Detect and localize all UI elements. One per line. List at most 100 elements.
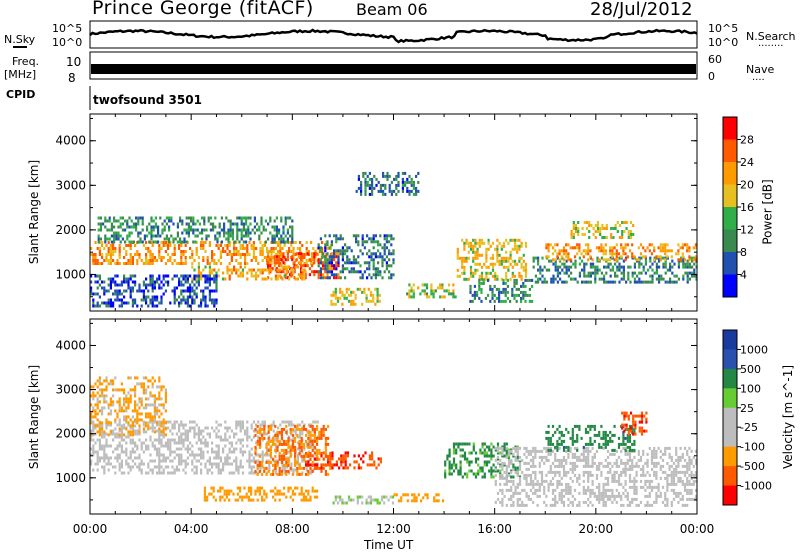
power-cell: [335, 234, 338, 238]
power-cell: [92, 292, 95, 296]
velocity-cell: [300, 498, 303, 502]
velocity-cell: [316, 489, 319, 493]
velocity-cell: [211, 462, 214, 466]
power-cell: [158, 274, 161, 278]
velocity-cell: [532, 464, 535, 468]
power-cell: [496, 274, 499, 278]
power-cell: [346, 255, 349, 259]
power-cell: [141, 219, 144, 223]
power-cell: [169, 301, 172, 305]
power-cell: [119, 225, 122, 229]
power-cell: [360, 180, 363, 184]
power-cell: [160, 256, 163, 259]
power-cell: [149, 253, 152, 256]
power-cell: [274, 253, 277, 256]
power-cell: [404, 180, 407, 184]
power-cell: [609, 256, 612, 260]
velocity-cell: [525, 476, 528, 480]
velocity-cell: [571, 470, 574, 474]
power-cell: [152, 219, 155, 223]
power-cell: [286, 228, 289, 232]
power-cell: [201, 216, 204, 220]
y-tick-label: 2000: [55, 223, 86, 237]
power-cell: [408, 192, 411, 196]
velocity-cell: [309, 433, 312, 437]
power-cell: [495, 296, 498, 300]
velocity-cell: [224, 462, 227, 466]
power-cell: [191, 262, 194, 265]
velocity-cell: [346, 451, 349, 455]
power-cell: [485, 265, 488, 269]
power-cell: [465, 241, 468, 245]
power-cell: [214, 225, 217, 229]
velocity-cell: [514, 449, 517, 453]
power-cell: [392, 261, 395, 265]
velocity-cell: [617, 491, 621, 495]
velocity-cell: [587, 452, 590, 456]
velocity-cell: [129, 441, 132, 445]
velocity-cell: [256, 430, 259, 434]
velocity-cell: [549, 479, 552, 483]
power-cell: [355, 258, 358, 262]
velocity-cell: [310, 468, 313, 472]
power-cell: [193, 259, 196, 262]
power-cell: [588, 221, 591, 224]
velocity-cell: [197, 438, 200, 442]
power-cell: [611, 268, 614, 272]
power-cell: [102, 222, 105, 226]
velocity-cell: [296, 466, 299, 470]
power-cell: [341, 293, 344, 297]
velocity-cell: [278, 457, 281, 461]
power-cell: [498, 241, 501, 245]
power-cell: [149, 262, 152, 265]
power-cell: [114, 262, 117, 265]
velocity-cell: [186, 435, 189, 439]
velocity-cell: [239, 465, 242, 469]
velocity-cell: [182, 426, 185, 430]
velocity-cell: [620, 458, 623, 462]
power-cell: [613, 252, 616, 256]
power-cell: [574, 227, 578, 230]
velocity-cell: [278, 454, 281, 458]
velocity-cell: [633, 491, 636, 495]
velocity-cell: [202, 441, 205, 445]
velocity-cell: [353, 454, 356, 458]
velocity-cell: [267, 460, 270, 464]
velocity-cell: [309, 451, 312, 455]
power-cell: [373, 186, 376, 190]
velocity-cell: [158, 465, 161, 469]
velocity-cell: [206, 444, 209, 448]
power-cell: [573, 255, 577, 259]
power-cell: [117, 237, 120, 241]
velocity-cell: [479, 448, 482, 452]
velocity-cell: [505, 448, 508, 452]
power-cell: [118, 298, 121, 302]
power-cell: [374, 270, 377, 274]
velocity-cell: [653, 500, 656, 504]
power-cell: [275, 231, 278, 235]
velocity-cell: [171, 459, 174, 463]
velocity-cell: [433, 499, 436, 503]
power-cell: [308, 273, 311, 277]
power-cell: [367, 299, 370, 303]
velocity-cell: [635, 473, 638, 477]
velocity-cell: [639, 467, 643, 471]
power-cell: [469, 299, 472, 303]
power-cell: [264, 240, 267, 244]
power-cell: [534, 274, 537, 278]
velocity-cell: [622, 503, 625, 507]
velocity-cell: [298, 492, 301, 496]
velocity-cell: [602, 464, 605, 468]
power-cell: [515, 299, 518, 303]
velocity-cell: [258, 489, 261, 493]
power-cell: [352, 258, 355, 262]
velocity-cell: [256, 472, 259, 476]
velocity-cell: [294, 463, 297, 467]
velocity-cell: [280, 427, 283, 431]
power-cell: [116, 259, 119, 262]
velocity-cell: [114, 447, 117, 451]
power-cell: [224, 277, 227, 281]
velocity-cell: [598, 467, 601, 471]
power-cell: [104, 234, 107, 238]
velocity-cell: [228, 492, 231, 496]
